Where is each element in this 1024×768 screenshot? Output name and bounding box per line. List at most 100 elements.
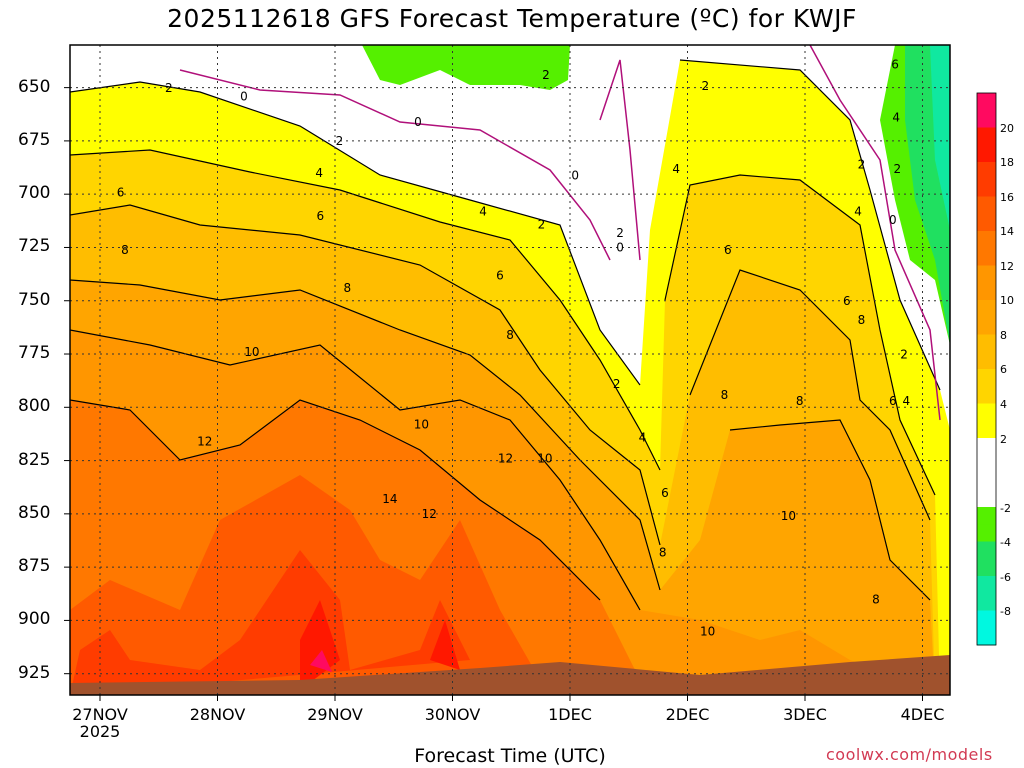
y-tick-label: 925: [18, 662, 51, 683]
colorbar-border: [976, 92, 997, 646]
band-18-20: [300, 600, 460, 690]
x-tick-year: 2025: [79, 722, 121, 741]
contour-label: 12: [498, 452, 513, 466]
colorbar-swatch: [977, 265, 996, 284]
contour-label: 4: [479, 204, 487, 218]
colorbar-swatch: [977, 351, 996, 370]
contour-label: 0: [616, 241, 624, 255]
y-tick-label: 875: [18, 556, 51, 577]
y-tick-label: 775: [18, 343, 51, 364]
colorbar-swatch: [977, 593, 996, 611]
y-tick-label: 675: [18, 129, 51, 150]
contour-label: 8: [343, 281, 351, 295]
colorbar-swatch: [977, 386, 996, 404]
contour-label: 8: [506, 328, 514, 342]
contour-label: 8: [796, 394, 804, 408]
contour-label: 2: [616, 226, 624, 240]
colorbar-swatch: [977, 231, 996, 249]
contour-label: 6: [843, 294, 851, 308]
chart-title: 2025112618 GFS Forecast Temperature (ºC)…: [167, 4, 857, 33]
colorbar-swatch: [977, 162, 996, 180]
contour-label: 6: [661, 486, 669, 500]
credit-link[interactable]: coolwx.com/models: [826, 745, 993, 764]
colorbar-swatch: [977, 317, 996, 335]
colorbar-tick-label: 8: [1000, 329, 1007, 342]
y-tick-label: 800: [18, 396, 51, 417]
contour-label: 6: [889, 394, 897, 408]
colorbar-tick-label: -6: [1000, 571, 1011, 584]
contour-label: 6: [496, 268, 504, 282]
colorbar-swatch: [977, 489, 996, 508]
contour-label: 4: [639, 430, 647, 444]
y-tick-label: 825: [18, 449, 51, 470]
colorbar-swatch: [977, 196, 996, 215]
colorbar-swatch: [977, 300, 996, 318]
contour-label: 6: [891, 57, 899, 71]
terrain: [70, 655, 950, 695]
contour-label: 4: [902, 394, 910, 408]
colorbar-swatch: [977, 472, 996, 491]
colorbar-tick-label: -8: [1000, 605, 1011, 618]
colorbar-swatch: [977, 248, 996, 266]
x-tick-label: 2DEC: [665, 705, 710, 724]
contour-label: 2: [613, 377, 621, 391]
contour-label: 6: [724, 243, 732, 257]
colorbar-swatch: [977, 627, 996, 646]
contour-label: 4: [854, 204, 862, 218]
y-tick-label: 900: [18, 609, 51, 630]
y-tick-label: 750: [18, 289, 51, 310]
colorbar-swatch: [977, 455, 996, 473]
contour-label: 6: [117, 185, 125, 199]
contour-label: 10: [537, 452, 552, 466]
contour-label: 8: [121, 243, 129, 257]
y-tick-label: 725: [18, 236, 51, 257]
contour-label: 4: [892, 111, 900, 125]
colorbar-swatch: [977, 369, 996, 387]
x-axis-label: Forecast Time (UTC): [414, 745, 606, 767]
x-tick-label: 29NOV: [307, 705, 363, 724]
band-16-18: [70, 550, 470, 695]
colorbar-swatch: [977, 610, 996, 629]
colorbar-swatch: [977, 110, 996, 128]
colorbar-tick-label: 4: [1000, 398, 1007, 411]
contour-label: 2: [900, 347, 908, 361]
colorbar-swatch: [977, 507, 996, 525]
contour-label: 10: [700, 624, 715, 638]
colorbar-tick-label: 6: [1000, 363, 1007, 376]
contour-label: 2: [894, 162, 902, 176]
colorbar-tick-label: 14: [1000, 225, 1014, 238]
contour-label: 8: [858, 313, 866, 327]
x-tick-label: 30NOV: [424, 705, 481, 724]
colorbar-tick-label: 10: [1000, 294, 1014, 307]
y-tick-label: 650: [18, 76, 51, 97]
colorbar-swatch: [977, 576, 996, 594]
contour-label: 8: [721, 388, 729, 402]
colorbar-tick-label: 18: [1000, 156, 1014, 169]
colorbar-swatch: [977, 558, 996, 577]
colorbar-tick-label: 16: [1000, 191, 1014, 204]
band-neg8: [930, 45, 950, 230]
contour-label: 0: [889, 213, 897, 227]
contour-label: 4: [672, 162, 680, 176]
contour-label: 0: [414, 115, 422, 129]
contour-label: 8: [872, 592, 880, 606]
colorbar-tick-label: 12: [1000, 260, 1014, 273]
contour-label: 10: [244, 345, 259, 359]
contour-label: 2: [165, 81, 173, 95]
contour-label: 2: [542, 68, 550, 82]
colorbar-tick-label: 2: [1000, 433, 1007, 446]
colorbar-swatch: [977, 93, 996, 111]
colorbar-swatch: [977, 438, 996, 456]
colorbar-swatch: [977, 144, 996, 163]
contour-label: 6: [317, 209, 325, 223]
colorbar-swatch: [977, 334, 996, 353]
colorbar-tick-label: 20: [1000, 122, 1014, 135]
contour-label: 10: [414, 418, 429, 432]
contour-label: 0: [571, 168, 579, 182]
contour-label: 8: [659, 545, 667, 559]
band-neg2-neg4: [362, 45, 570, 90]
x-tick-label: 28NOV: [189, 705, 246, 724]
contour-label: 0: [240, 89, 248, 103]
colorbar-swatch: [977, 420, 996, 439]
